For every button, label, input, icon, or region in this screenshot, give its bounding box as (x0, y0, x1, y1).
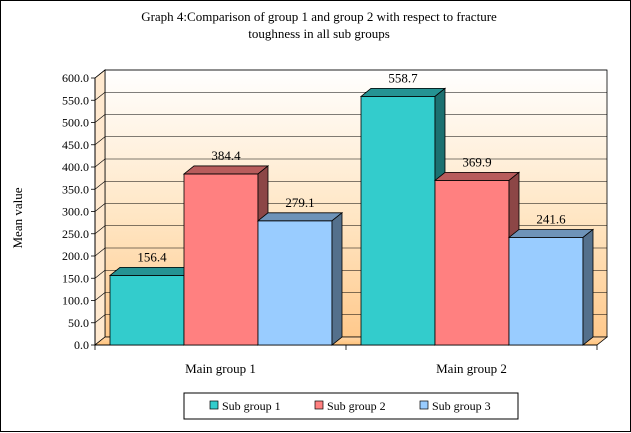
bar-top (507, 229, 595, 238)
gridline-side (94, 136, 106, 145)
y-tick-label: 350.0 (62, 182, 89, 196)
bar-front (508, 237, 584, 346)
gridline-side (94, 69, 106, 79)
gridline-side (94, 114, 106, 123)
legend-label: Sub group 2 (327, 399, 386, 413)
legend: Sub group 1 Sub group 2 Sub group 3 (183, 392, 519, 420)
bar-front (360, 95, 436, 346)
legend-box (183, 392, 519, 420)
legend-label: Sub group 1 (222, 399, 281, 413)
bar-top (256, 212, 344, 222)
data-labels: 156.4 384.4 279.1 558.7 369.9 241.6 (137, 70, 566, 264)
legend-swatch (209, 400, 219, 410)
gridline-side (94, 292, 106, 301)
legend-label: Sub group 3 (432, 399, 491, 413)
y-tick-label: 150.0 (62, 271, 89, 285)
category-label: Main group 2 (436, 361, 507, 376)
y-tick-label: 300.0 (62, 205, 89, 219)
y-tick-labels: 0.0 50.0 100.0 150.0 200.0 250.0 300.0 350.0 400… (62, 71, 89, 352)
legend-swatch (314, 400, 324, 410)
gridline-side (94, 181, 106, 190)
y-axis-label: Mean value (10, 187, 25, 248)
chart-title-line-1: Graph 4:Comparison of group 1 and group … (141, 9, 497, 24)
y-tick-label: 0.0 (74, 338, 89, 352)
gridline-side (94, 314, 106, 323)
data-label: 279.1 (285, 195, 314, 210)
bar-front (434, 179, 510, 346)
y-tick-label: 100.0 (62, 294, 89, 308)
y-tick-label: 50.0 (68, 316, 89, 330)
data-label: 241.6 (536, 211, 566, 226)
y-tick-label: 600.0 (62, 71, 89, 85)
gridline-side (94, 270, 106, 279)
bar-top (108, 267, 196, 276)
y-tick-label: 400.0 (62, 160, 89, 174)
bar-top (433, 171, 521, 181)
bar-front (257, 220, 333, 346)
gridline-side (94, 158, 106, 168)
data-label: 156.4 (137, 249, 167, 264)
y-tick-label: 250.0 (62, 227, 89, 241)
category-label: Main group 1 (185, 361, 256, 376)
gridline-side (94, 203, 106, 212)
data-label: 384.4 (211, 148, 241, 163)
chart-title-line-2: toughness in all sub groups (248, 26, 390, 41)
y-tick-label: 550.0 (62, 93, 89, 107)
data-label: 558.7 (388, 70, 418, 85)
y-tick-label: 450.0 (62, 138, 89, 152)
gridline-side (94, 225, 106, 234)
y-tick-label: 200.0 (62, 249, 89, 263)
bar-front (183, 173, 259, 346)
bar-front (109, 275, 185, 346)
bar-side (582, 228, 594, 346)
data-label: 369.9 (462, 154, 491, 169)
bar-top (182, 165, 270, 175)
legend-swatch (419, 400, 429, 410)
category-labels: Main group 1 Main group 2 (185, 361, 507, 376)
bar-top (359, 87, 447, 97)
gridline-side (94, 92, 106, 101)
gridline-side (94, 247, 106, 257)
bar-side (331, 211, 343, 346)
bars (108, 87, 595, 346)
y-tick-label: 500.0 (62, 116, 89, 130)
